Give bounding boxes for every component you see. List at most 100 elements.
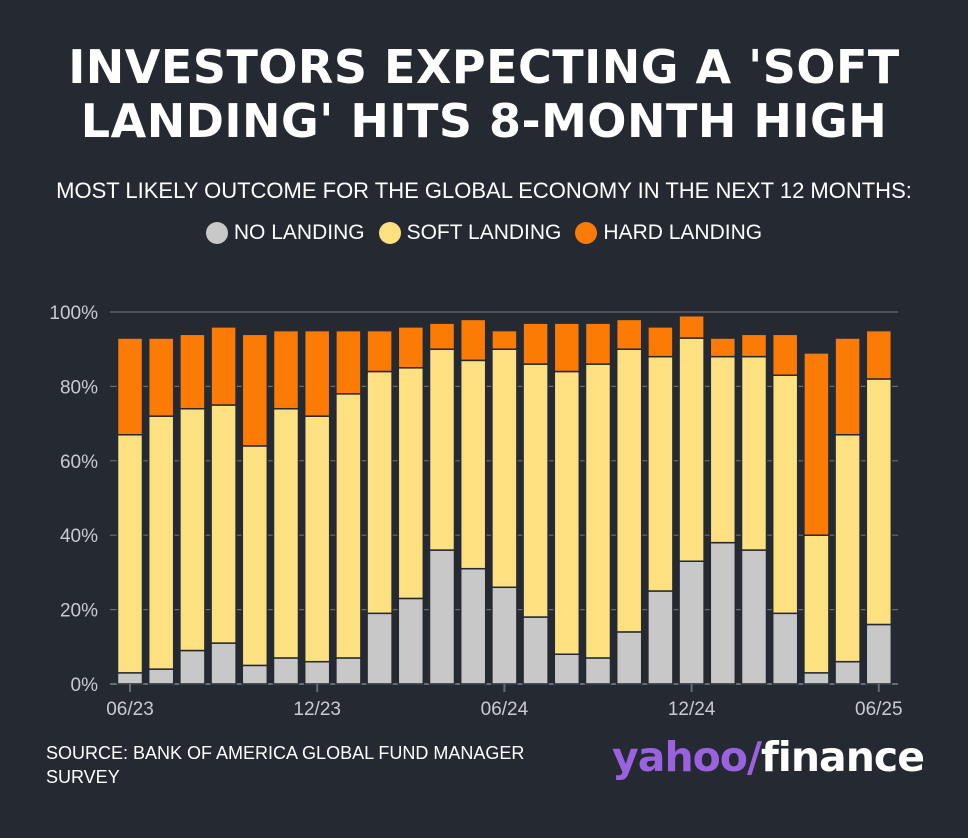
x-tick-label: 06/25 — [855, 699, 903, 720]
bar-no-landing-12-24 — [678, 560, 705, 685]
bar-soft-landing-02-25 — [740, 355, 768, 551]
bar-no-landing-02-25 — [740, 549, 768, 685]
chart-title: INVESTORS EXPECTING A 'SOFT LANDING' HIT… — [0, 40, 968, 148]
x-axis-tick-labels: 06/23 12/23 06/24 12/24 06/25 — [106, 684, 903, 720]
bar-no-landing-11-24 — [647, 590, 674, 685]
bar-no-landing-04-25 — [803, 672, 830, 685]
yahoo-finance-logo: yahoo/finance — [612, 733, 925, 781]
legend-label-no-landing: NO LANDING — [233, 221, 365, 244]
y-tick-label: 20% — [60, 601, 98, 622]
bar-no-landing-01-24 — [335, 657, 362, 685]
y-tick-label: 60% — [60, 452, 98, 473]
source-note: SOURCE: BANK OF AMERICA GLOBAL FUND MANA… — [46, 741, 606, 789]
logo-slash: / — [746, 733, 762, 781]
bar-soft-landing-03-25 — [771, 374, 799, 615]
bar-soft-landing-05-25 — [834, 434, 861, 663]
x-tick-label: 06/23 — [106, 699, 154, 720]
bar-no-landing-07-24 — [522, 616, 549, 685]
bar-hard-landing-07-23 — [147, 337, 175, 417]
legend-swatch-hard-landing — [575, 222, 598, 244]
x-tick-label: 06/24 — [481, 699, 529, 720]
bar-no-landing-09-23 — [210, 642, 237, 685]
bar-hard-landing-10-24 — [615, 318, 643, 350]
bar-hard-landing-06-23 — [116, 337, 144, 436]
bar-soft-landing-11-23 — [272, 407, 300, 659]
y-tick-label: 100% — [49, 303, 98, 324]
legend-label-soft-landing: SOFT LANDING — [406, 221, 562, 244]
bar-hard-landing-12-23 — [303, 329, 331, 417]
bar-hard-landing-03-25 — [771, 333, 799, 376]
bar-hard-landing-11-23 — [272, 329, 300, 410]
bar-soft-landing-06-23 — [116, 434, 144, 674]
bar-hard-landing-04-25 — [803, 352, 830, 536]
legend-item-no-landing: NO LANDING — [205, 221, 365, 245]
source-line-1: SOURCE: BANK OF AMERICA GLOBAL FUND MANA… — [46, 743, 525, 763]
bar-hard-landing-09-23 — [210, 326, 237, 406]
bar-no-landing-06-25 — [865, 623, 893, 685]
bar-hard-landing-08-23 — [179, 333, 206, 410]
title-line-1: INVESTORS EXPECTING A 'SOFT — [68, 40, 900, 94]
bar-hard-landing-02-24 — [366, 329, 393, 373]
bar-hard-landing-08-24 — [553, 322, 581, 373]
bar-no-landing-01-25 — [709, 541, 737, 685]
bar-no-landing-06-24 — [491, 586, 518, 685]
bar-hard-landing-11-24 — [647, 326, 674, 358]
bar-hard-landing-01-24 — [335, 329, 362, 395]
source-line-2: SURVEY — [46, 767, 120, 787]
bar-no-landing-06-23 — [116, 672, 144, 685]
bar-no-landing-03-25 — [771, 612, 799, 685]
bar-hard-landing-01-25 — [709, 337, 737, 358]
bar-soft-landing-12-23 — [303, 415, 331, 663]
y-tick-label: 0% — [71, 675, 99, 696]
bar-hard-landing-12-24 — [678, 314, 705, 339]
logo-finance: finance — [760, 733, 925, 781]
bar-hard-landing-03-24 — [397, 326, 425, 369]
bar-soft-landing-12-24 — [678, 337, 705, 562]
legend-item-hard-landing: HARD LANDING — [575, 221, 762, 245]
legend-item-soft-landing: SOFT LANDING — [378, 221, 562, 245]
bar-hard-landing-04-24 — [428, 322, 456, 350]
legend-swatch-soft-landing — [378, 222, 401, 244]
bar-no-landing-04-24 — [428, 549, 456, 685]
bar-no-landing-09-24 — [584, 657, 612, 685]
bar-soft-landing-01-25 — [709, 355, 737, 544]
bar-soft-landing-05-24 — [459, 359, 487, 570]
bar-no-landing-05-25 — [834, 660, 861, 685]
bar-hard-landing-09-24 — [584, 322, 612, 365]
bar-soft-landing-02-24 — [366, 370, 393, 615]
y-axis-tick-labels: 0% 20% 40% 60% 80% 100% — [49, 303, 98, 696]
bar-no-landing-05-24 — [459, 567, 487, 685]
bar-hard-landing-10-23 — [241, 333, 269, 447]
bar-soft-landing-07-24 — [522, 363, 549, 618]
bar-hard-landing-02-25 — [740, 333, 768, 358]
bar-soft-landing-07-23 — [147, 415, 175, 670]
bar-no-landing-10-23 — [241, 664, 269, 685]
bar-soft-landing-09-23 — [210, 404, 237, 644]
chart-subtitle: MOST LIKELY OUTCOME FOR THE GLOBAL ECONO… — [56, 178, 912, 203]
bar-no-landing-03-24 — [397, 597, 425, 685]
bars — [116, 314, 893, 685]
x-tick-label: 12/24 — [668, 699, 716, 720]
bar-hard-landing-05-25 — [834, 337, 861, 436]
stacked-bar-chart: 0%20%40%60%80%100% 06/23 12/23 06/24 12/24 0… — [49, 303, 903, 720]
bar-soft-landing-08-24 — [553, 370, 581, 655]
bar-soft-landing-10-24 — [615, 348, 643, 633]
bar-no-landing-02-24 — [366, 612, 393, 685]
bar-no-landing-08-24 — [553, 653, 581, 685]
bar-hard-landing-06-24 — [491, 329, 518, 350]
bar-hard-landing-06-25 — [865, 329, 893, 380]
legend-swatch-no-landing — [205, 222, 228, 244]
bar-soft-landing-09-24 — [584, 363, 612, 659]
x-tick-label: 12/23 — [293, 699, 341, 720]
logo-yahoo: yahoo — [612, 733, 748, 781]
bar-hard-landing-05-24 — [459, 318, 487, 362]
y-tick-label: 80% — [60, 377, 98, 398]
title-line-2: LANDING' HITS 8-MONTH HIGH — [80, 94, 888, 148]
bar-soft-landing-08-23 — [179, 407, 206, 652]
bar-soft-landing-06-24 — [491, 348, 518, 589]
bar-soft-landing-04-25 — [803, 534, 830, 674]
bar-no-landing-08-23 — [179, 649, 206, 685]
bar-soft-landing-03-24 — [397, 367, 425, 600]
bar-soft-landing-11-24 — [647, 355, 674, 592]
bar-no-landing-07-23 — [147, 668, 175, 685]
